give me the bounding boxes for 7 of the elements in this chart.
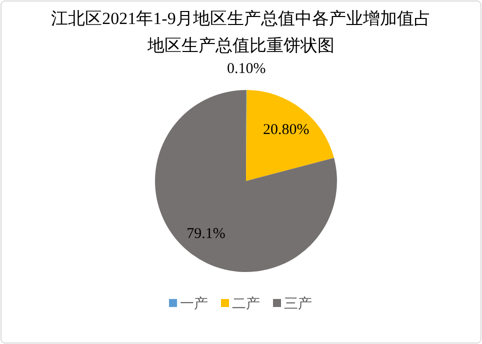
data-label: 20.80% <box>263 122 310 138</box>
legend-label: 一产 <box>180 296 208 312</box>
legend-label: 三产 <box>284 296 312 312</box>
title: 江北区2021年1-9月地区生产总值中各产业增加值占地区生产总值比重饼状图 <box>51 9 431 55</box>
legend-label: 二产 <box>232 296 260 312</box>
data-label: 0.10% <box>226 61 266 77</box>
data-label: 79.1% <box>186 226 226 242</box>
